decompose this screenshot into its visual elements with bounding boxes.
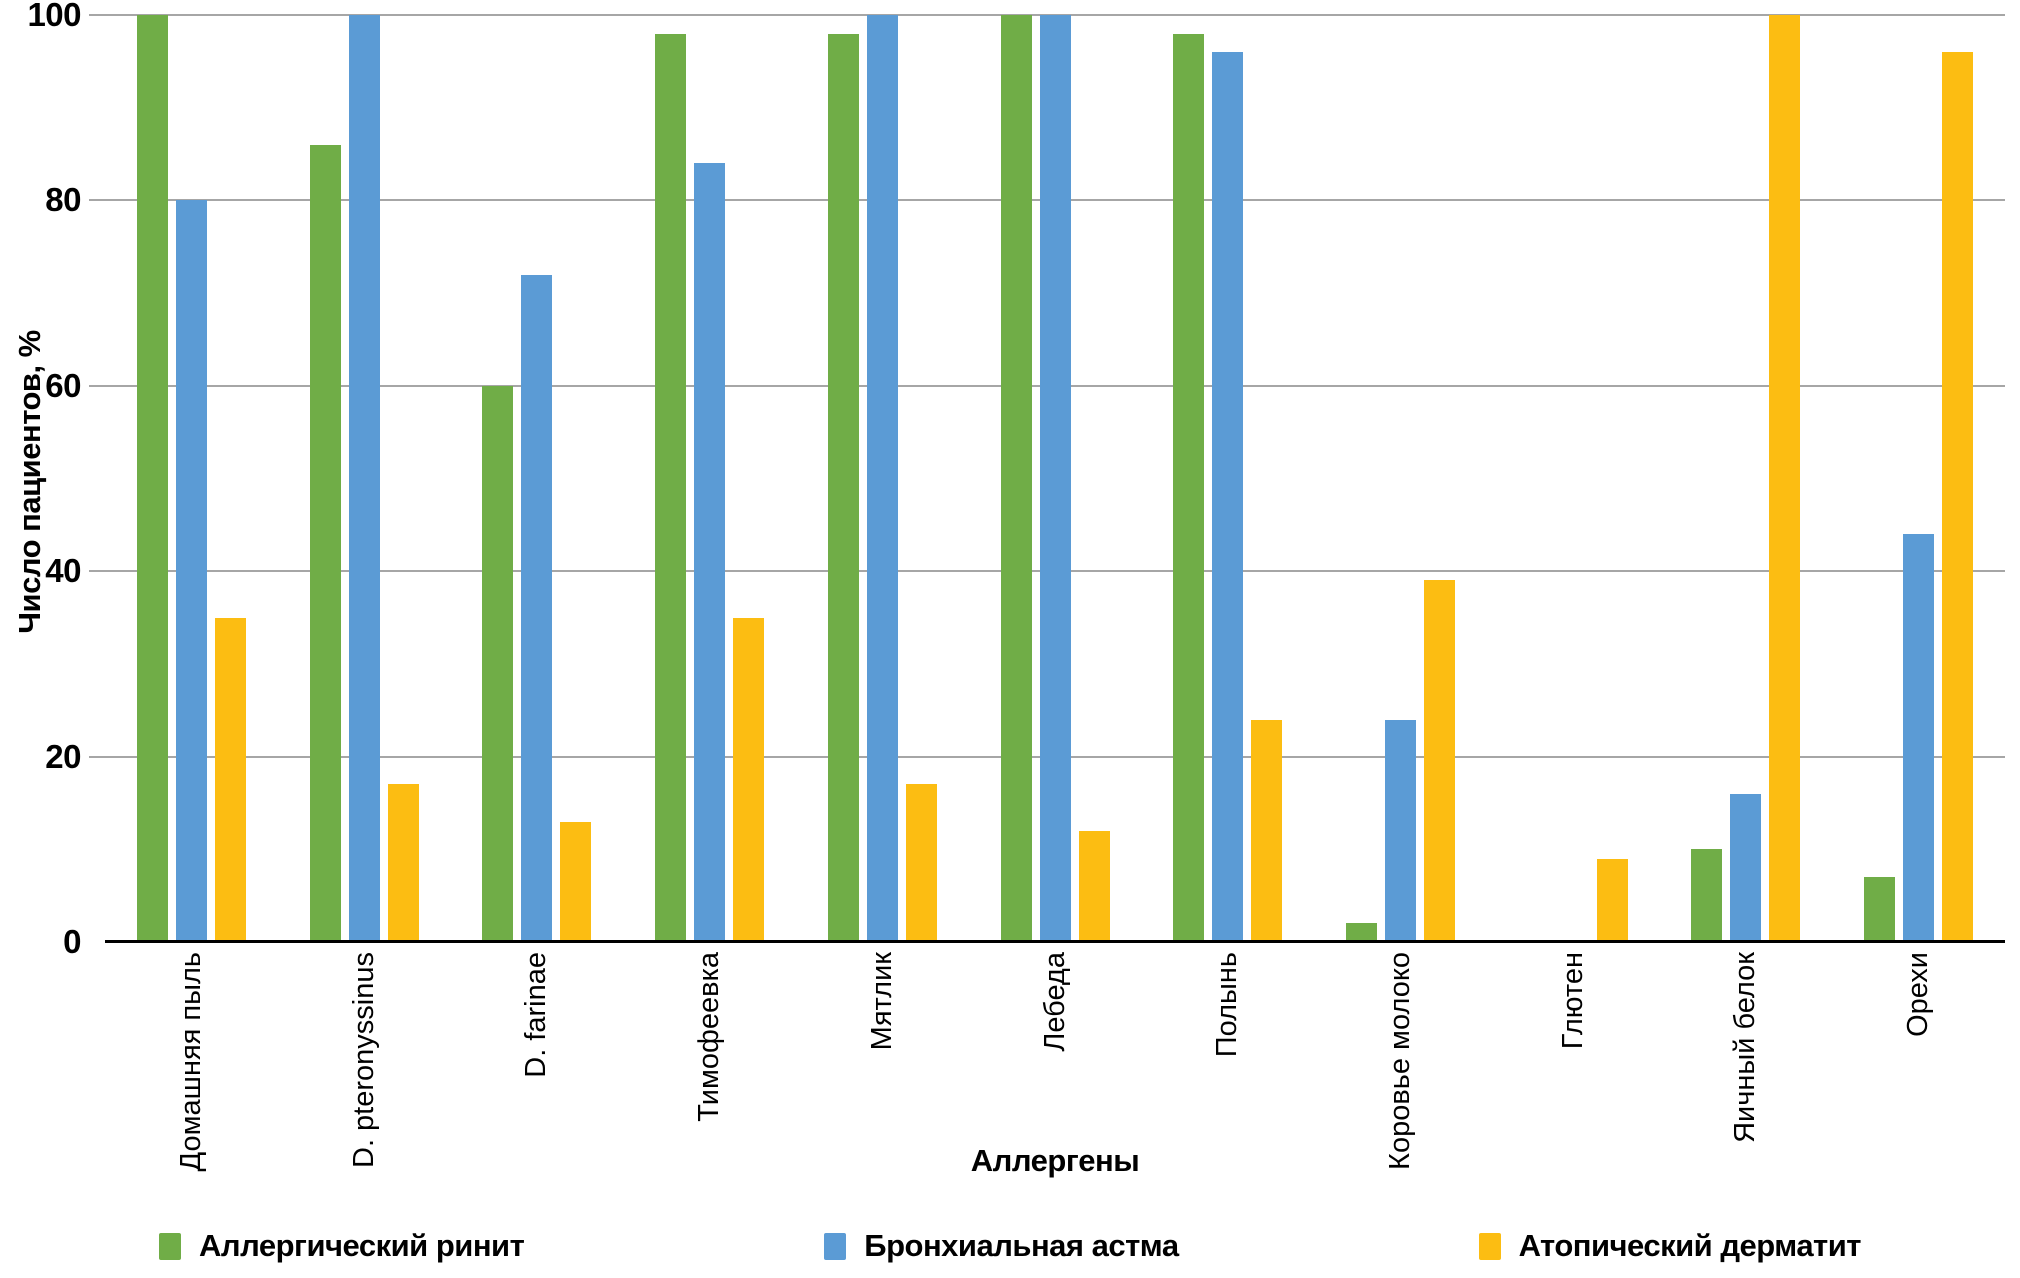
bar <box>1864 877 1896 942</box>
bar <box>1596 858 1628 942</box>
bar <box>694 163 726 942</box>
bar <box>1000 15 1032 942</box>
bar <box>1078 830 1110 942</box>
y-tick-label-80: 80 <box>45 181 81 219</box>
bar-group-9 <box>1487 15 1660 942</box>
x-axis-title: Аллергены <box>970 1143 1140 1178</box>
x-tick-label: D. pteronyssinus <box>347 952 380 1168</box>
legend-swatch-icon <box>824 1232 847 1260</box>
plot-area: 0 20 40 60 80 100 <box>27 0 2005 960</box>
legend-label: Бронхиальная астма <box>864 1228 1179 1263</box>
bar <box>309 144 341 942</box>
bar <box>866 15 898 942</box>
bar-group-8 <box>1314 15 1487 942</box>
y-tick-label-0: 0 <box>63 923 81 960</box>
bar <box>1385 719 1416 942</box>
bar <box>1173 33 1205 942</box>
bar-group-5 <box>796 15 969 942</box>
y-tick-label-100: 100 <box>27 0 81 33</box>
bar <box>387 784 419 942</box>
bar <box>1769 15 1801 942</box>
x-tick-label: Коровье молоко <box>1384 952 1416 1170</box>
legend-label: Атопический дерматит <box>1518 1228 1862 1263</box>
bar <box>482 385 514 942</box>
legend-swatch-icon <box>159 1232 182 1260</box>
bar <box>560 821 592 942</box>
x-tick-label: D. farinae <box>520 952 553 1078</box>
x-axis-line <box>105 940 2005 943</box>
bar <box>1212 52 1244 942</box>
bar-group-6 <box>969 15 1142 942</box>
legend-label: Аллергический ринит <box>199 1228 525 1263</box>
bar-group-1 <box>105 15 278 942</box>
y-tick-label-20: 20 <box>45 737 81 775</box>
bar <box>1691 849 1723 942</box>
legend-item: Аллергический ринит <box>159 1228 525 1264</box>
x-tick-label: Тимофеевка <box>693 952 726 1122</box>
bar <box>733 617 765 942</box>
bars-container <box>105 15 2005 942</box>
x-tick-label: Яичный белок <box>1729 952 1762 1143</box>
bar-group-4 <box>623 15 796 942</box>
bar <box>1942 52 1974 942</box>
bar <box>521 274 553 942</box>
x-tick-label: Лебеда <box>1038 952 1071 1052</box>
x-tick-label: Орехи <box>1902 952 1935 1037</box>
bar <box>655 33 687 942</box>
x-tick-label: Мятлик <box>865 952 898 1051</box>
bar <box>905 784 937 942</box>
bar <box>136 15 168 942</box>
y-axis-title: Число пациентов, % <box>12 330 47 634</box>
x-tick-label: Домашняя пыль <box>174 952 207 1172</box>
bar <box>348 15 380 942</box>
bar <box>1346 923 1377 942</box>
x-tick-label: Глютен <box>1556 952 1589 1050</box>
legend-swatch-icon <box>1478 1232 1501 1260</box>
bar <box>1251 719 1283 942</box>
bar-group-10 <box>1660 15 1833 942</box>
legend-item: Атопический дерматит <box>1478 1228 1862 1264</box>
bar-group-7 <box>1141 15 1314 942</box>
bar <box>827 33 859 942</box>
y-tick-label-40: 40 <box>45 552 81 590</box>
legend: Аллергический ринит Бронхиальная астма Ато… <box>0 1228 2020 1264</box>
bar <box>175 200 207 942</box>
bar <box>1039 15 1071 942</box>
bar-group-11 <box>1832 15 2005 942</box>
bar <box>1903 534 1935 942</box>
x-tick-label: Полынь <box>1211 952 1244 1058</box>
bar <box>1424 580 1455 942</box>
bar-group-2 <box>278 15 451 942</box>
bar-group-3 <box>450 15 623 942</box>
y-tick-label-60: 60 <box>45 366 81 404</box>
legend-item: Бронхиальная астма <box>824 1228 1179 1264</box>
bar <box>214 617 246 942</box>
bar <box>1730 793 1762 942</box>
